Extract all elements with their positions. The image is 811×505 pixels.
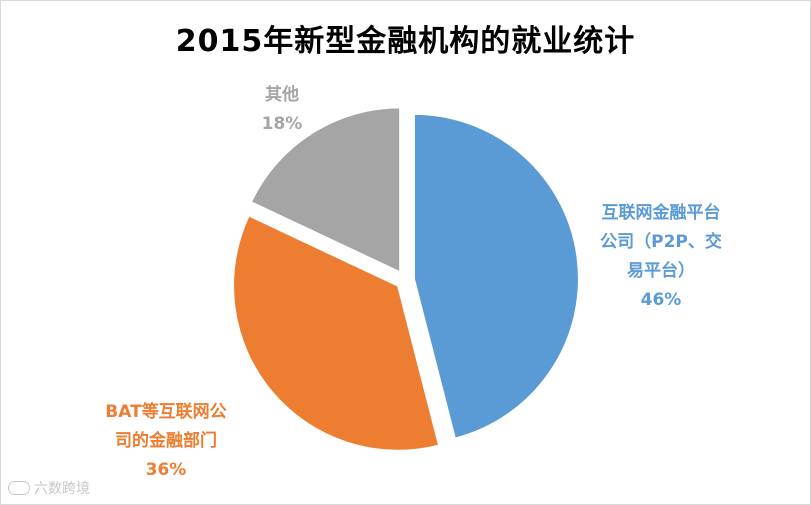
slice-p2p-platforms <box>412 112 580 440</box>
chart-title: 2015年新型金融机构的就业统计 <box>175 24 636 59</box>
slice-bat-finance-value: 36% <box>146 460 187 480</box>
watermark-logo-icon <box>8 481 30 495</box>
slice-bat-finance <box>232 214 441 452</box>
watermark-text: 六数跨境 <box>34 481 90 497</box>
slice-p2p-platforms-label-line: 公司（P2P、交 <box>600 231 722 252</box>
slice-p2p-platforms-value: 46% <box>641 290 682 310</box>
slice-other-value: 18% <box>262 114 303 134</box>
slice-other-label: 其他 18% <box>262 84 303 134</box>
slice-bat-finance-label: BAT等互联网公司的金融部门 36% <box>105 401 226 480</box>
slice-p2p-platforms-label-line: 易平台） <box>627 260 695 281</box>
slice-bat-finance-label-line: BAT等互联网公 <box>105 401 226 422</box>
slice-other <box>249 106 402 274</box>
slice-bat-finance-label-line: 司的金融部门 <box>115 430 217 451</box>
slice-other-label-line: 其他 <box>265 84 299 105</box>
slice-p2p-platforms-label-line: 互联网金融平台 <box>602 202 721 223</box>
slice-p2p-platforms-label: 互联网金融平台公司（P2P、交易平台） 46% <box>600 202 722 310</box>
watermark: 六数跨境 <box>8 478 90 498</box>
